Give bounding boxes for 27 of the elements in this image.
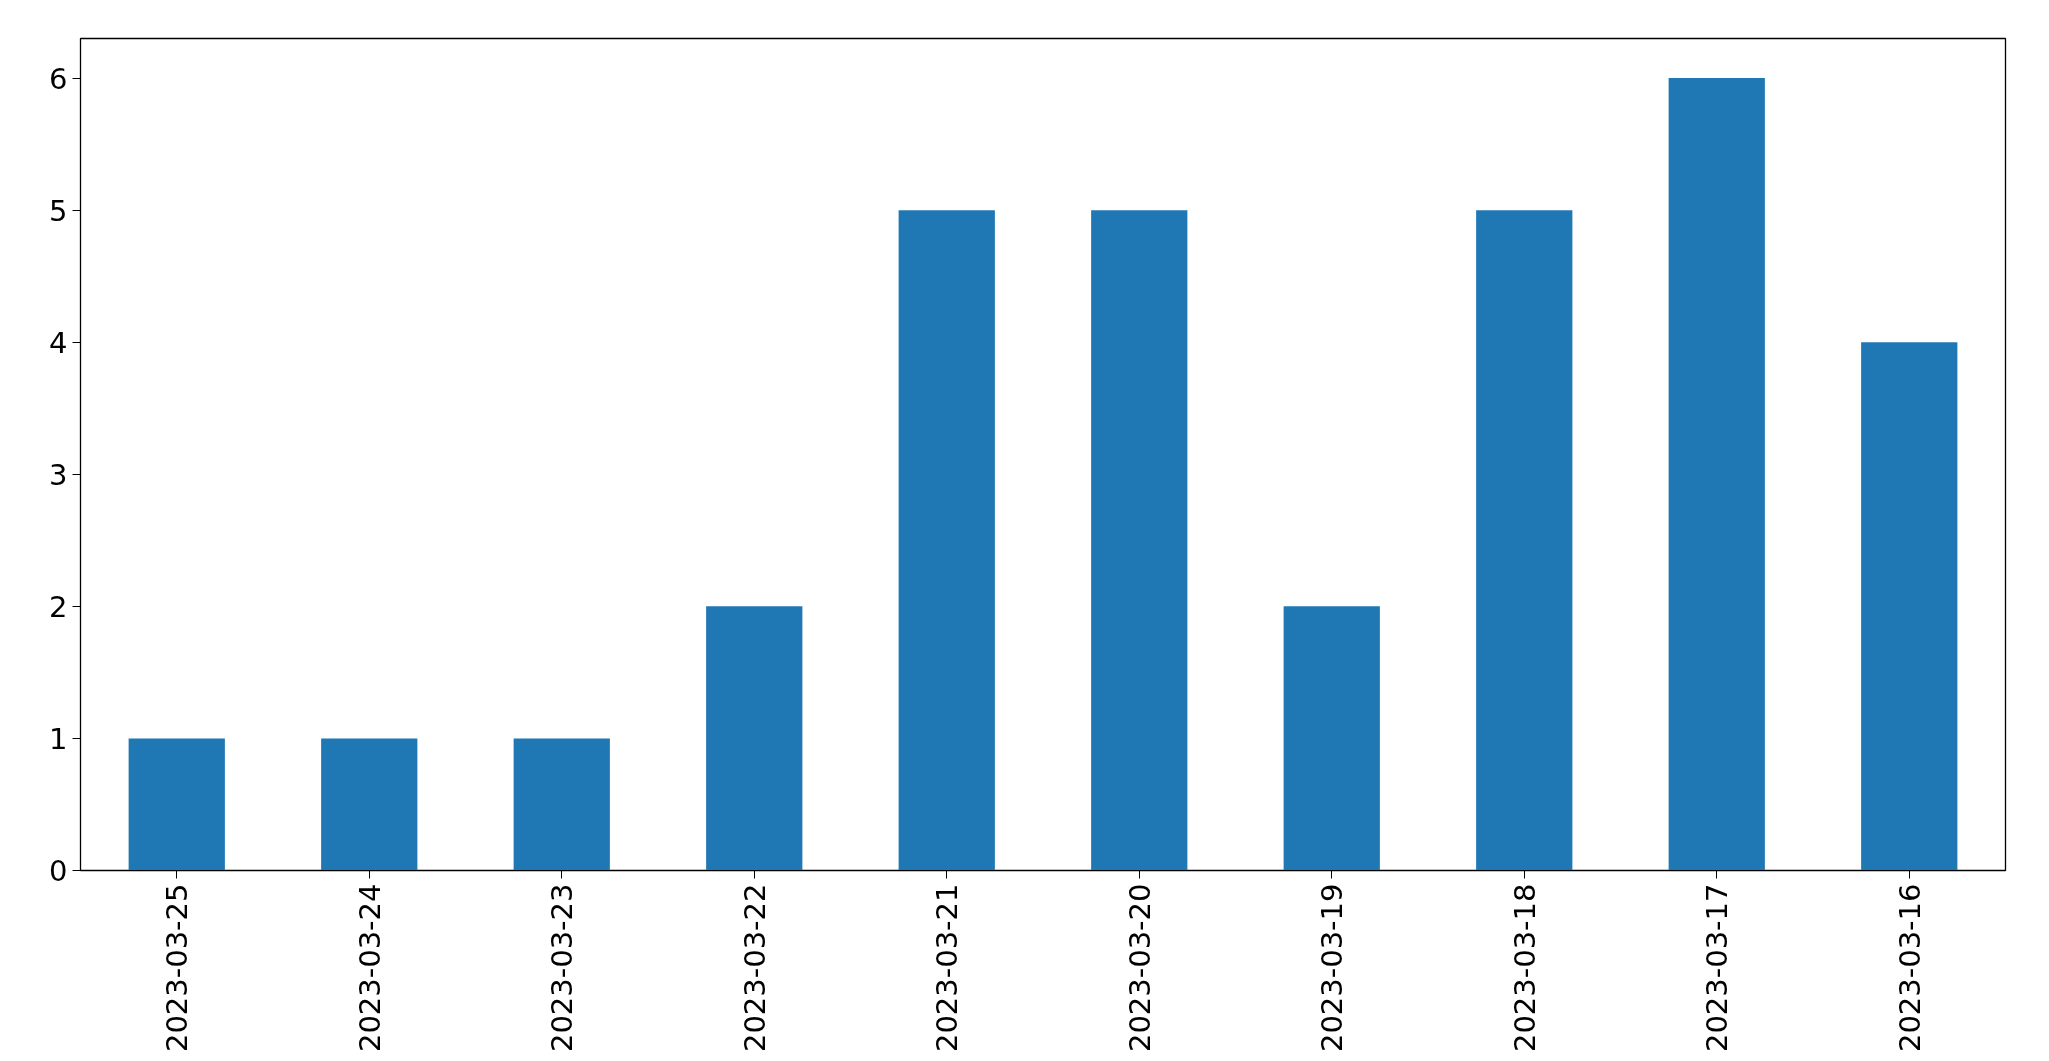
x-tick-label: 2023-03-21 — [930, 883, 965, 1053]
y-tick-label: 5 — [49, 193, 68, 228]
bar — [706, 606, 803, 871]
y-tick-label: 3 — [49, 457, 68, 492]
y-tick-label: 6 — [49, 61, 68, 96]
bar — [513, 738, 610, 871]
x-tick-label: 2023-03-24 — [352, 883, 387, 1053]
x-tick-label: 2023-03-16 — [1892, 883, 1927, 1053]
x-tick-label: 2023-03-22 — [737, 883, 772, 1053]
bar — [1861, 342, 1958, 871]
bar — [128, 738, 225, 871]
x-tick-label: 2023-03-20 — [1122, 883, 1157, 1053]
x-tick-label: 2023-03-23 — [545, 883, 580, 1053]
bar — [898, 210, 995, 871]
x-tick-label: 2023-03-19 — [1315, 883, 1350, 1053]
bar — [1283, 606, 1380, 871]
bar — [1091, 210, 1188, 871]
x-tick-label: 2023-03-17 — [1700, 883, 1735, 1053]
x-tick-label: 2023-03-25 — [160, 883, 195, 1053]
y-tick-label: 4 — [49, 325, 68, 360]
y-tick-label: 1 — [49, 721, 68, 756]
bar — [321, 738, 418, 871]
bar — [1668, 78, 1765, 871]
bar — [1476, 210, 1573, 871]
y-tick-label: 0 — [49, 854, 68, 888]
x-tick-label: 2023-03-18 — [1507, 883, 1542, 1053]
y-tick-label: 2 — [49, 589, 68, 624]
